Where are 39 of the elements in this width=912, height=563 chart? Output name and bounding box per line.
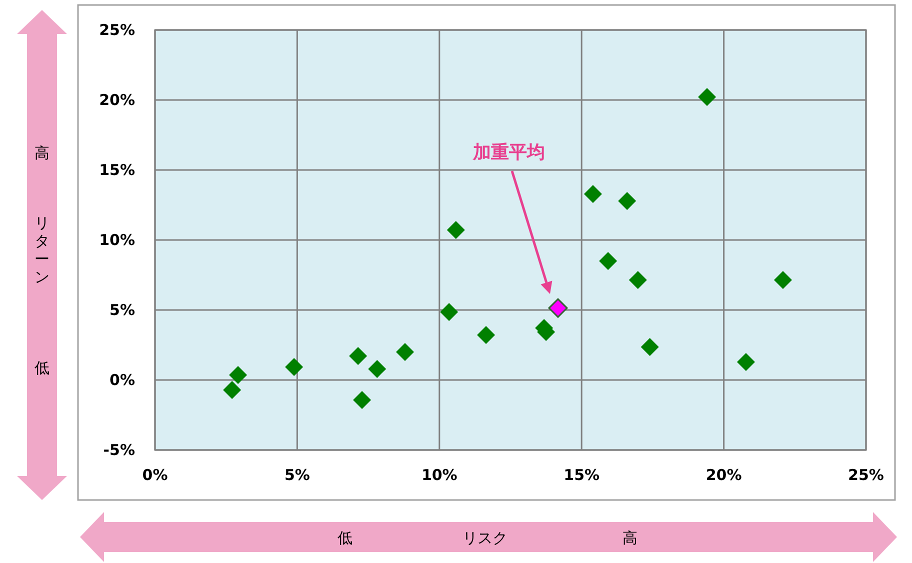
point (477, 326, 496, 344)
y-tick-label: 0% (110, 371, 135, 389)
y-tick-label: 20% (99, 91, 135, 109)
point (229, 366, 248, 384)
point (774, 271, 792, 290)
text: 高 (34, 144, 50, 162)
point (223, 380, 242, 399)
x-tick-label: 20% (706, 466, 742, 484)
point (736, 352, 755, 371)
point (285, 358, 304, 376)
annotation: 加重平均 (472, 142, 545, 163)
x-tick-label: 15% (564, 466, 600, 484)
y-tick-label: -5% (103, 441, 135, 459)
point (548, 298, 568, 318)
point (698, 88, 716, 106)
point (640, 338, 659, 356)
point (349, 347, 368, 366)
point (396, 343, 414, 361)
point (440, 302, 458, 321)
y-tick-label: 10% (99, 231, 135, 249)
x-tick-label: 5% (284, 466, 310, 484)
x-tick-label: 10% (421, 466, 458, 484)
text: 低 (34, 359, 50, 377)
point (368, 360, 386, 378)
text: 低 (338, 529, 352, 547)
x-axis-title: リスク (462, 529, 508, 547)
point (599, 252, 618, 270)
y-tick-label: 15% (99, 161, 135, 179)
y-axis-title: リターン (34, 214, 50, 286)
y-tick-label: 5% (110, 301, 135, 319)
point (628, 271, 647, 290)
y-tick-label: 25% (99, 21, 135, 39)
x-tick-label: 25% (848, 466, 884, 484)
x-tick-label: 0% (142, 466, 168, 484)
point (584, 184, 602, 203)
point (618, 192, 636, 210)
point (353, 391, 372, 410)
text: 高 (622, 529, 638, 547)
point (446, 221, 465, 240)
